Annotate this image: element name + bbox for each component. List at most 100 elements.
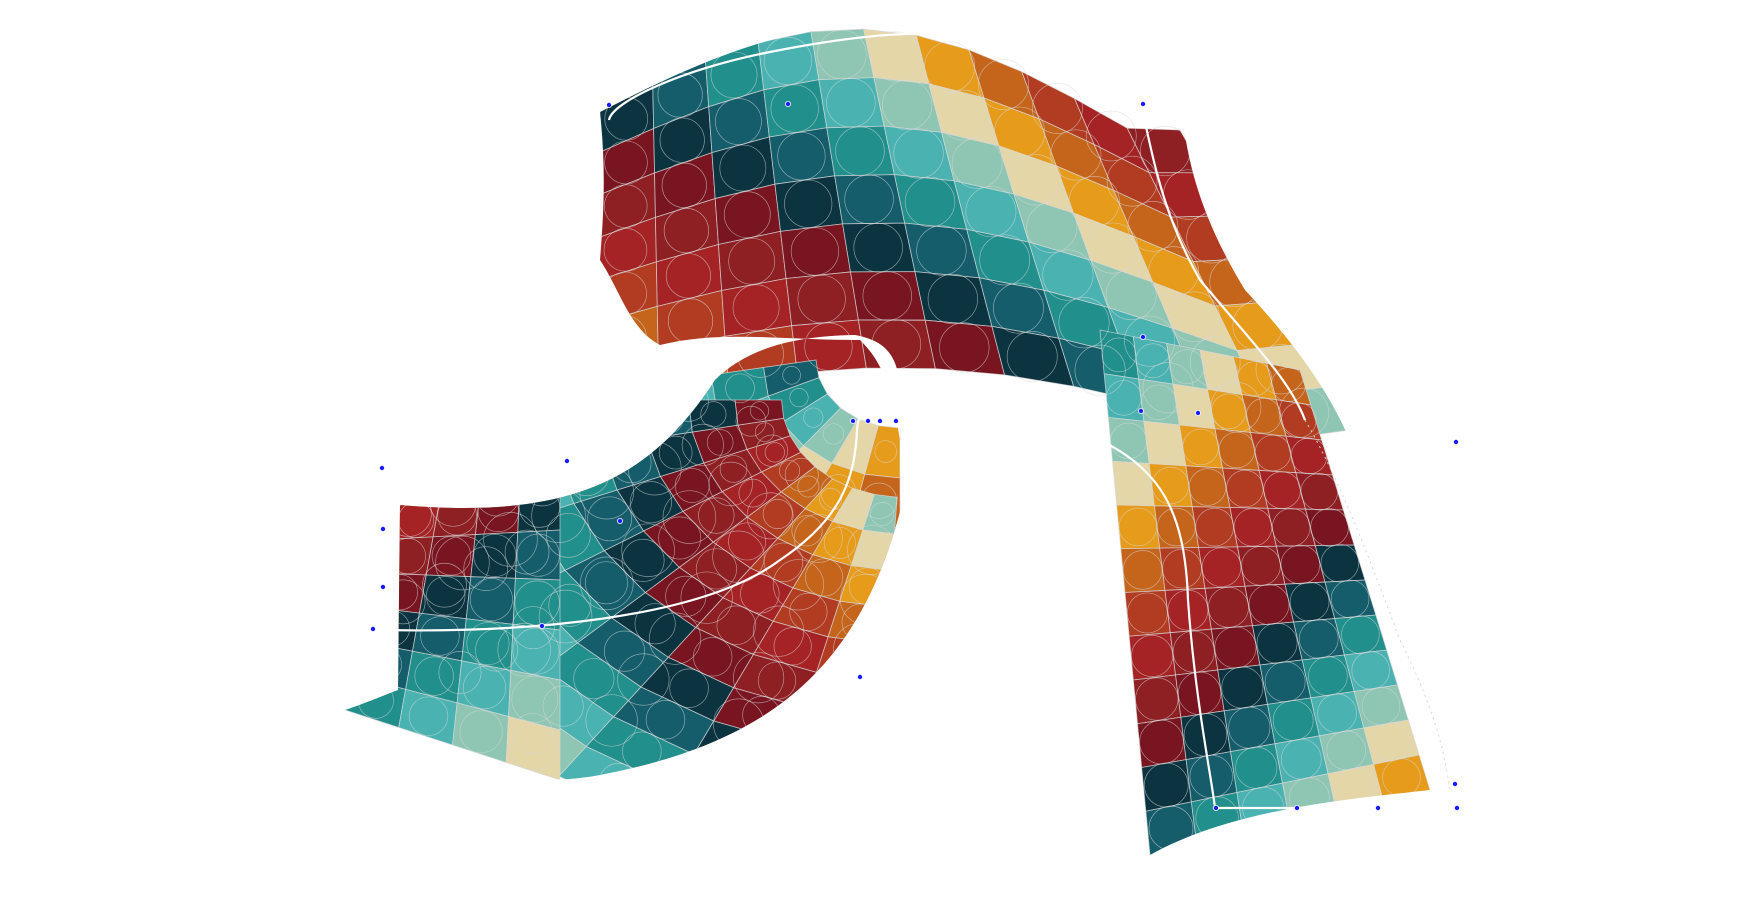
- control-point-icon[interactable]: [606, 102, 613, 109]
- mesh-circle: [772, 559, 824, 611]
- control-point-icon[interactable]: [1138, 407, 1145, 414]
- control-point-icon[interactable]: [1454, 805, 1461, 812]
- mesh-tile: [1204, 585, 1253, 630]
- control-point-icon[interactable]: [1140, 101, 1147, 108]
- mesh-circle: [1241, 546, 1281, 586]
- control-point-icon[interactable]: [1452, 781, 1459, 788]
- mesh-circle: [603, 184, 648, 228]
- mesh-tile: [474, 485, 521, 536]
- control-point-icon[interactable]: [539, 623, 546, 630]
- mesh-circle: [746, 492, 794, 540]
- mesh-circle: [797, 475, 820, 498]
- mesh-tile: [1132, 674, 1182, 725]
- mesh-circle: [1010, 154, 1062, 206]
- control-point-icon[interactable]: [564, 457, 571, 464]
- mesh-tile: [857, 319, 936, 370]
- control-point-icon[interactable]: [369, 626, 376, 633]
- mesh-circle: [438, 651, 482, 694]
- mesh-circle: [749, 401, 770, 421]
- mesh-circle: [692, 637, 733, 677]
- control-point-icon[interactable]: [1294, 805, 1301, 812]
- control-point-icon[interactable]: [785, 101, 792, 108]
- control-point-icon[interactable]: [865, 417, 872, 424]
- mesh-circle: [1326, 730, 1367, 771]
- mesh-circle: [1372, 722, 1411, 762]
- mesh-circle: [1351, 651, 1390, 690]
- control-point-icon[interactable]: [1213, 805, 1220, 812]
- mesh-circle: [603, 630, 646, 672]
- control-point-icon[interactable]: [379, 526, 386, 533]
- mesh-circle: [466, 622, 510, 666]
- mesh-circle: [670, 343, 716, 389]
- mesh-tile: [512, 577, 561, 631]
- mesh-circle: [924, 41, 976, 93]
- control-point-icon[interactable]: [850, 417, 857, 424]
- mesh-circle: [1140, 384, 1177, 421]
- mesh-circle: [706, 429, 734, 456]
- mesh-circle: [511, 675, 559, 723]
- mesh-circle: [819, 487, 843, 511]
- mesh-circle: [674, 468, 710, 504]
- mesh-circle: [658, 516, 702, 560]
- mesh-circle: [1278, 387, 1330, 439]
- mesh-circle: [563, 449, 610, 497]
- control-point-icon[interactable]: [1453, 438, 1460, 445]
- mesh-circle: [779, 460, 801, 482]
- mesh-tile: [1128, 632, 1177, 681]
- mesh-circle: [1175, 389, 1212, 425]
- mesh-tile: [781, 743, 878, 792]
- control-point-icon[interactable]: [1375, 805, 1382, 812]
- mesh-circle: [763, 542, 804, 582]
- mesh-circle: [777, 132, 826, 181]
- mesh-circle: [939, 322, 990, 373]
- mesh-circle: [506, 412, 561, 468]
- mesh-circle: [789, 592, 828, 631]
- mesh-circle: [585, 694, 638, 747]
- control-point-icon[interactable]: [1140, 333, 1147, 340]
- mesh-circle: [893, 128, 944, 179]
- mesh-circle: [870, 502, 895, 526]
- mesh-circle: [463, 666, 507, 710]
- mesh-circle: [634, 603, 676, 645]
- mesh-tile: [796, 668, 901, 729]
- mesh-tile: [448, 404, 516, 508]
- mesh-tile: [553, 389, 617, 471]
- mesh-tile: [818, 77, 885, 129]
- mesh-circle: [710, 51, 758, 99]
- mesh-circle: [740, 574, 780, 614]
- mesh-circle: [833, 623, 884, 674]
- mesh-tile: [1148, 463, 1193, 508]
- control-point-icon[interactable]: [617, 518, 624, 525]
- mesh-circle: [1085, 110, 1137, 162]
- mesh-circle: [663, 208, 709, 254]
- mesh-tile: [774, 175, 844, 232]
- mesh-circle: [680, 571, 733, 624]
- control-point-icon[interactable]: [379, 584, 386, 591]
- mesh-circle: [834, 639, 872, 678]
- mesh-circle: [870, 31, 921, 82]
- control-point-icon[interactable]: [378, 464, 385, 471]
- mesh-circle: [716, 605, 756, 645]
- mesh-circle: [803, 407, 824, 428]
- control-point-icon[interactable]: [877, 417, 884, 424]
- mesh-circle: [843, 496, 868, 521]
- control-point-icon[interactable]: [1195, 409, 1202, 416]
- mesh-tile: [1120, 547, 1166, 593]
- mesh-circle: [757, 661, 797, 700]
- control-point-icon[interactable]: [893, 417, 900, 424]
- mesh-tile: [1210, 625, 1261, 671]
- mesh-circle: [965, 186, 1017, 238]
- control-point-icon[interactable]: [857, 674, 864, 681]
- mesh-circle: [665, 253, 712, 299]
- mesh-tile: [1103, 373, 1145, 422]
- mesh-circle: [1189, 336, 1241, 388]
- mesh-circle: [435, 535, 490, 591]
- mesh-circle: [629, 481, 673, 524]
- mesh-circle: [1195, 507, 1234, 547]
- mesh-circle: [853, 222, 903, 273]
- mesh-tile: [345, 675, 407, 729]
- control-points[interactable]: [369, 101, 1461, 812]
- mesh-circle: [602, 359, 647, 403]
